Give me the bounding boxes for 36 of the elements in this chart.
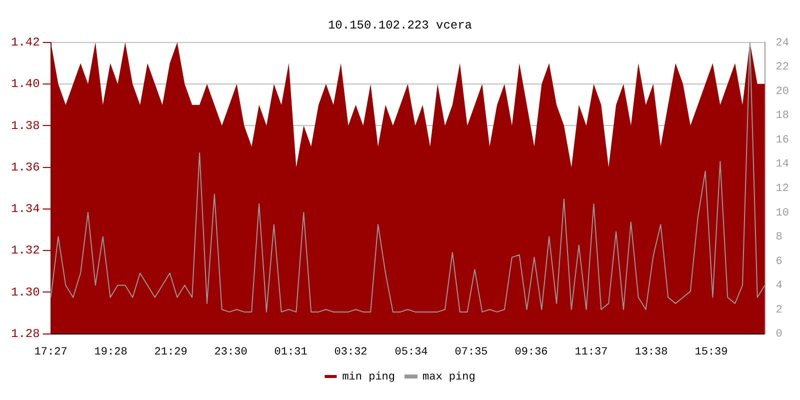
y-tick-label: 1.36 [10,160,40,174]
y2-tick-label: 8 [776,232,782,244]
y-tick-label: 1.42 [10,36,40,50]
y2-tick-label: 20 [776,86,789,98]
legend-label: max ping [422,371,476,384]
y2-tick-label: 6 [776,256,782,268]
x-tick-label: 15:39 [694,346,728,358]
y2-tick-label: 4 [776,280,783,292]
y2-tick-label: 10 [776,207,789,220]
y2-tick-label: 22 [776,62,789,74]
y-tick-label: 1.30 [10,285,40,300]
x-tick-label: 01:31 [274,346,308,358]
y2-tick-label: 12 [776,183,789,196]
x-tick-label: 03:32 [334,346,368,358]
y2-tick-label: 18 [776,110,789,122]
x-tick-label: 09:36 [514,346,548,358]
x-tick-label: 11:37 [574,346,608,358]
x-tick-label: 13:38 [634,346,668,358]
x-tick-label: 19:28 [94,346,128,358]
y-tick-label: 1.40 [10,77,40,92]
legend-label: min ping [342,371,396,384]
chart-title: 10.150.102.223 vcera [328,18,472,32]
y2-tick-label: 2 [776,304,782,316]
x-tick-label: 23:30 [214,346,248,358]
y2-tick-label: 16 [776,134,789,146]
x-tick-label: 17:27 [34,346,68,358]
y2-tick-label: 0 [776,328,782,341]
x-tick-label: 07:35 [454,346,488,358]
y2-tick-label: 24 [776,37,790,50]
y-tick-label: 1.34 [10,202,40,216]
x-tick-label: 05:34 [394,346,428,358]
y2-tick-label: 14 [776,158,790,171]
y-tick-label: 1.32 [10,244,40,258]
x-tick-label: 21:29 [154,346,188,358]
y-tick-label: 1.38 [10,118,40,133]
y-tick-label: 1.28 [10,326,40,341]
